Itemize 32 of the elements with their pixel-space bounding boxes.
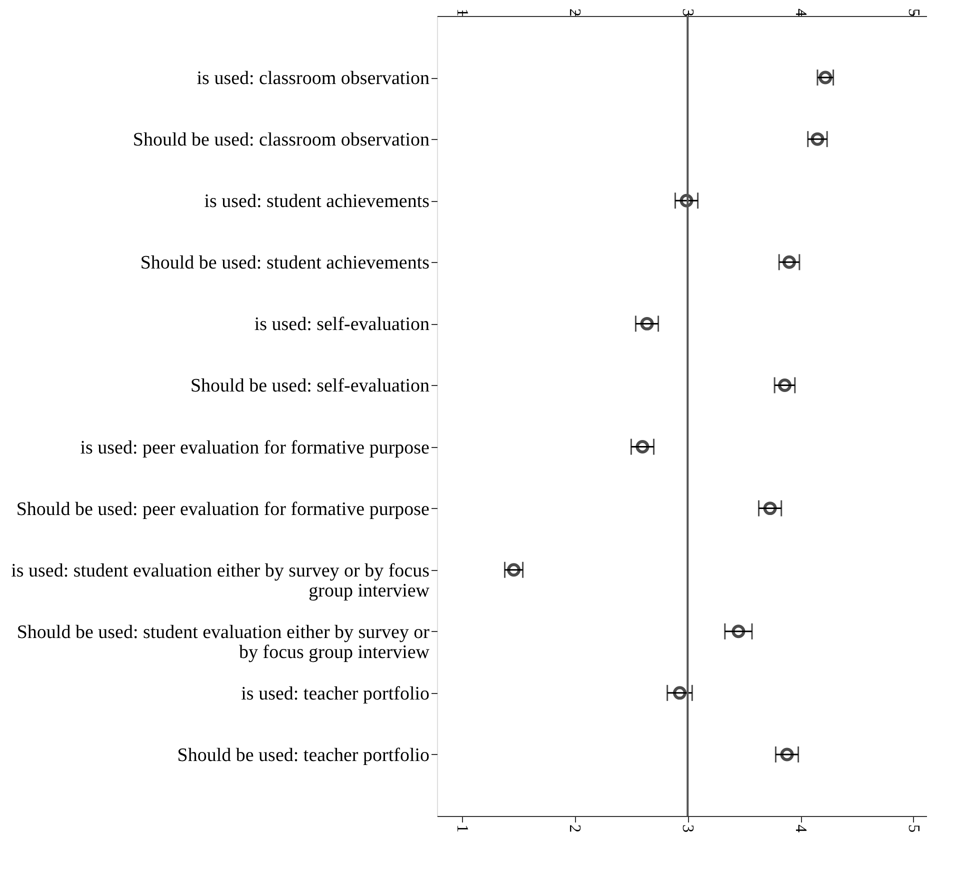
y-tick-label: Should be used: student achievements <box>140 252 430 274</box>
x-tick-label: 5 <box>904 8 922 16</box>
y-tick-label: is used: teacher portfolio <box>241 683 430 704</box>
x2-tick-label: 2 <box>566 824 584 832</box>
x-tick-label: 2 <box>566 8 584 16</box>
y-tick-label: Should be used: self-evaluation <box>190 376 430 397</box>
y-tick-label: Should be used: teacher portfolio <box>177 744 430 766</box>
point <box>810 132 824 146</box>
x2-tick-label: 4 <box>792 824 810 832</box>
y-tick-label: is used: student achievements <box>204 191 430 212</box>
x-tick-label: 1 <box>453 8 470 16</box>
y-tick-label: Should be used: classroom observation <box>132 130 430 151</box>
x2-tick-label: 1 <box>453 824 470 832</box>
point <box>673 686 686 700</box>
x2-tick-label: 3 <box>679 824 696 832</box>
y-tick-label: is used: self-evaluation <box>254 314 430 336</box>
y-tick-label: is used: classroom observation <box>196 68 430 90</box>
point <box>780 748 794 762</box>
point <box>782 255 796 269</box>
x2-tick-label: 5 <box>904 824 922 832</box>
point <box>507 563 521 577</box>
y-tick-label: Should be used: peer evaluation for formative purpose <box>16 498 430 520</box>
point <box>763 502 777 516</box>
point <box>636 440 650 454</box>
point <box>732 624 746 638</box>
y-tick-label: is used: student evaluation either by survey or by focus group interview <box>11 560 430 602</box>
x-tick-label: 3 <box>679 8 696 16</box>
x-tick-label: 4 <box>792 8 810 16</box>
point <box>778 378 792 392</box>
y-tick-label: is used: peer evaluation for formative purpose <box>80 437 430 458</box>
point <box>640 316 654 330</box>
y-tick-label: Should be used: student evaluation either by survey or by focus group interview <box>16 622 430 663</box>
